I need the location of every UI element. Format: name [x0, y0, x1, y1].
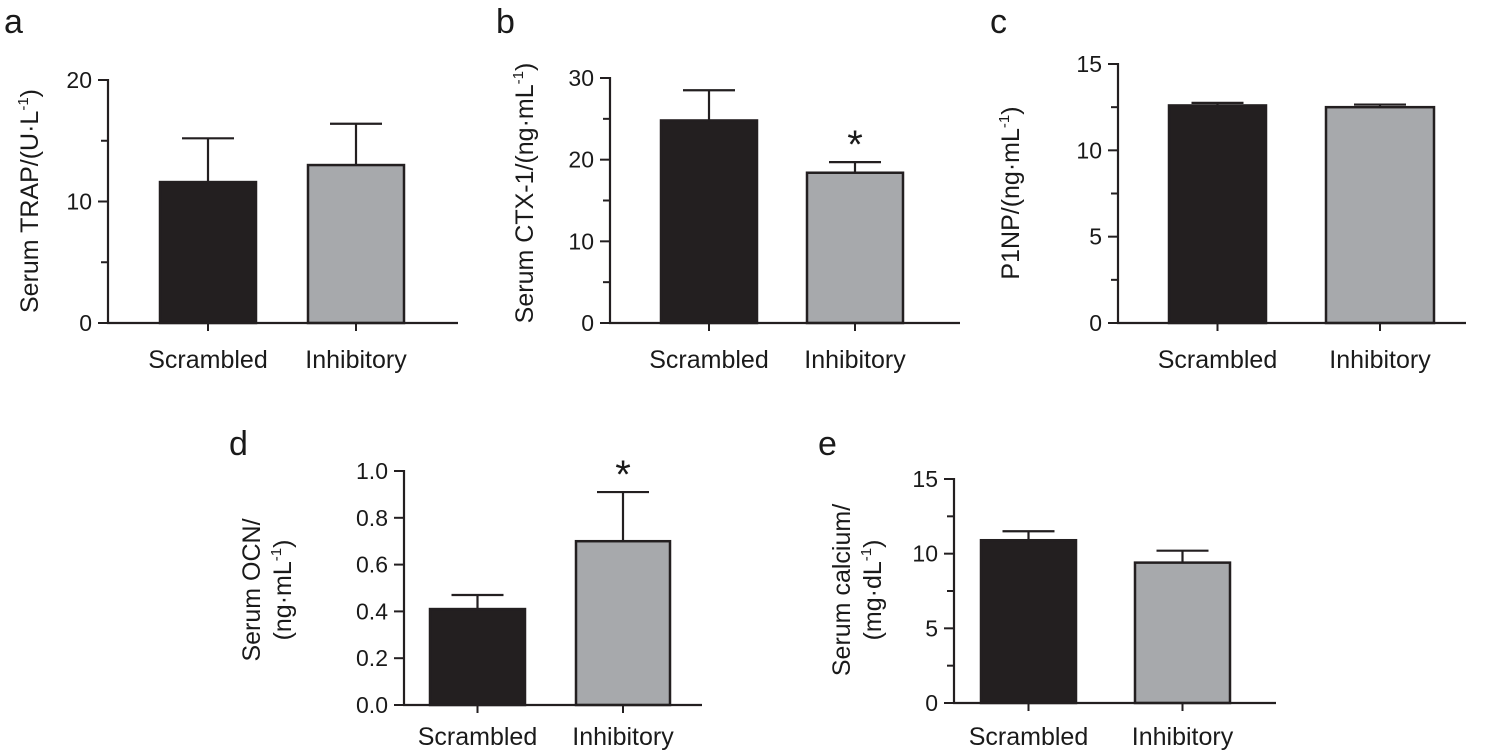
y-tick-label: 15: [912, 466, 938, 492]
y-axis-title-tail: ): [859, 540, 887, 548]
y-tick-label: 5: [925, 615, 938, 641]
y-axis-title-units: (mg·dL-1): [858, 540, 887, 641]
y-tick-label: 20: [568, 147, 594, 173]
category-label-inhibitory: Inhibitory: [572, 723, 674, 751]
category-label-inhibitory: Inhibitory: [804, 346, 906, 374]
category-label-scrambled: Scrambled: [418, 723, 538, 751]
bar-inhibitory: [1324, 105, 1436, 325]
bar-scrambled: [979, 538, 1078, 705]
bar-inhibitory: [805, 171, 905, 325]
y-axis-title: Serum TRAP/(U·L-1): [15, 89, 44, 313]
y-tick-label: 15: [1076, 51, 1102, 77]
panel-letter: d: [229, 425, 248, 463]
panel-letter: b: [496, 3, 515, 41]
bar-scrambled: [1167, 104, 1268, 325]
panel-a: a Scrambled Inhibitory 0 10 20 Serum TRAP/(U·L…: [4, 3, 458, 374]
significance-marker: *: [615, 453, 631, 497]
category-label-scrambled: Scrambled: [1158, 346, 1278, 374]
panel-letter: a: [4, 3, 23, 41]
y-axis-title-superscript: -1: [15, 97, 32, 110]
y-tick-label: 10: [1076, 137, 1102, 163]
bar-inhibitory: [306, 163, 406, 325]
y-tick-label: 1.0: [356, 458, 388, 484]
panel-e: e Scrambled Inhibitory 0 5 10 15 Serum calcium/…: [818, 425, 1276, 751]
panel-d: d Scrambled * Inhibitory 0.0 0.2 0.4 0.6 0.8 1.0 S…: [229, 425, 702, 751]
y-tick-label: 0: [581, 310, 594, 336]
y-tick-label: 0.2: [356, 645, 388, 671]
y-axis-title-units: Serum TRAP/(U·L-1): [15, 89, 44, 313]
y-axis-title-text: (mg·dL: [859, 561, 887, 640]
bar-inhibitory: [574, 539, 672, 707]
y-axis-title-line1: Serum OCN/: [238, 518, 266, 661]
y-axis-title: P1NP/(ng·mL-1): [996, 106, 1025, 279]
y-tick-label: 0.4: [356, 598, 388, 624]
panel-b: b Scrambled * Inhibitory 0 10 20 30 Serum CTX-1/…: [496, 3, 960, 374]
bar-scrambled: [158, 180, 258, 325]
y-axis-title-tail: ): [269, 540, 297, 548]
y-axis-title-tail: ): [997, 106, 1025, 114]
y-tick-label: 20: [66, 67, 92, 93]
category-label-scrambled: Scrambled: [969, 723, 1089, 751]
y-tick-label: 0: [79, 310, 92, 336]
category-label-scrambled: Scrambled: [649, 346, 769, 374]
panel-letter: e: [818, 425, 837, 463]
y-axis-title-superscript: -1: [858, 548, 875, 561]
y-axis-title-line1: Serum calcium/: [828, 504, 856, 676]
y-axis-title-units: (ng·mL-1): [268, 540, 297, 641]
y-tick-label: 0: [1089, 310, 1102, 336]
panel-letter: c: [990, 3, 1007, 41]
y-tick-label: 0.6: [356, 552, 388, 578]
y-axis-title-superscript: -1: [996, 115, 1013, 128]
y-tick-label: 10: [66, 189, 92, 215]
y-axis-title: Serum CTX-1/(ng·mL-1): [510, 63, 539, 324]
y-tick-label: 30: [568, 65, 594, 91]
y-tick-label: 0.8: [356, 505, 388, 531]
y-axis-title-text: Serum CTX-1/(ng·mL: [511, 84, 539, 323]
y-axis-title-units: Serum CTX-1/(ng·mL-1): [510, 63, 539, 324]
y-axis-title: Serum calcium/(mg·dL-1): [828, 504, 887, 676]
category-label-inhibitory: Inhibitory: [1329, 346, 1431, 374]
y-axis-title-tail: ): [16, 89, 44, 97]
panel-c: c Scrambled Inhibitory 0 5 10 15 P1NP/(ng·mL-1): [990, 3, 1466, 374]
y-axis-title-superscript: -1: [268, 548, 285, 561]
y-tick-label: 10: [568, 228, 594, 254]
y-axis-title: Serum OCN/(ng·mL-1): [238, 518, 297, 661]
bar-scrambled: [659, 119, 759, 325]
y-tick-label: 0: [925, 690, 938, 716]
category-label-scrambled: Scrambled: [148, 346, 268, 374]
y-tick-label: 10: [912, 541, 938, 567]
category-label-inhibitory: Inhibitory: [305, 346, 407, 374]
y-axis-title-text: Serum TRAP/(U·L: [16, 111, 44, 313]
y-axis-title-superscript: -1: [510, 71, 527, 84]
y-axis-title-tail: ): [511, 63, 539, 71]
y-tick-label: 5: [1089, 224, 1102, 250]
y-axis-title-units: P1NP/(ng·mL-1): [996, 106, 1025, 279]
category-label-inhibitory: Inhibitory: [1132, 723, 1234, 751]
y-tick-label: 0.0: [356, 692, 388, 718]
y-axis-title-text: (ng·mL: [269, 561, 297, 640]
significance-marker: *: [847, 123, 863, 167]
bar-inhibitory: [1133, 561, 1232, 705]
y-axis-title-text: P1NP/(ng·mL: [997, 128, 1025, 280]
bar-scrambled: [428, 607, 527, 707]
